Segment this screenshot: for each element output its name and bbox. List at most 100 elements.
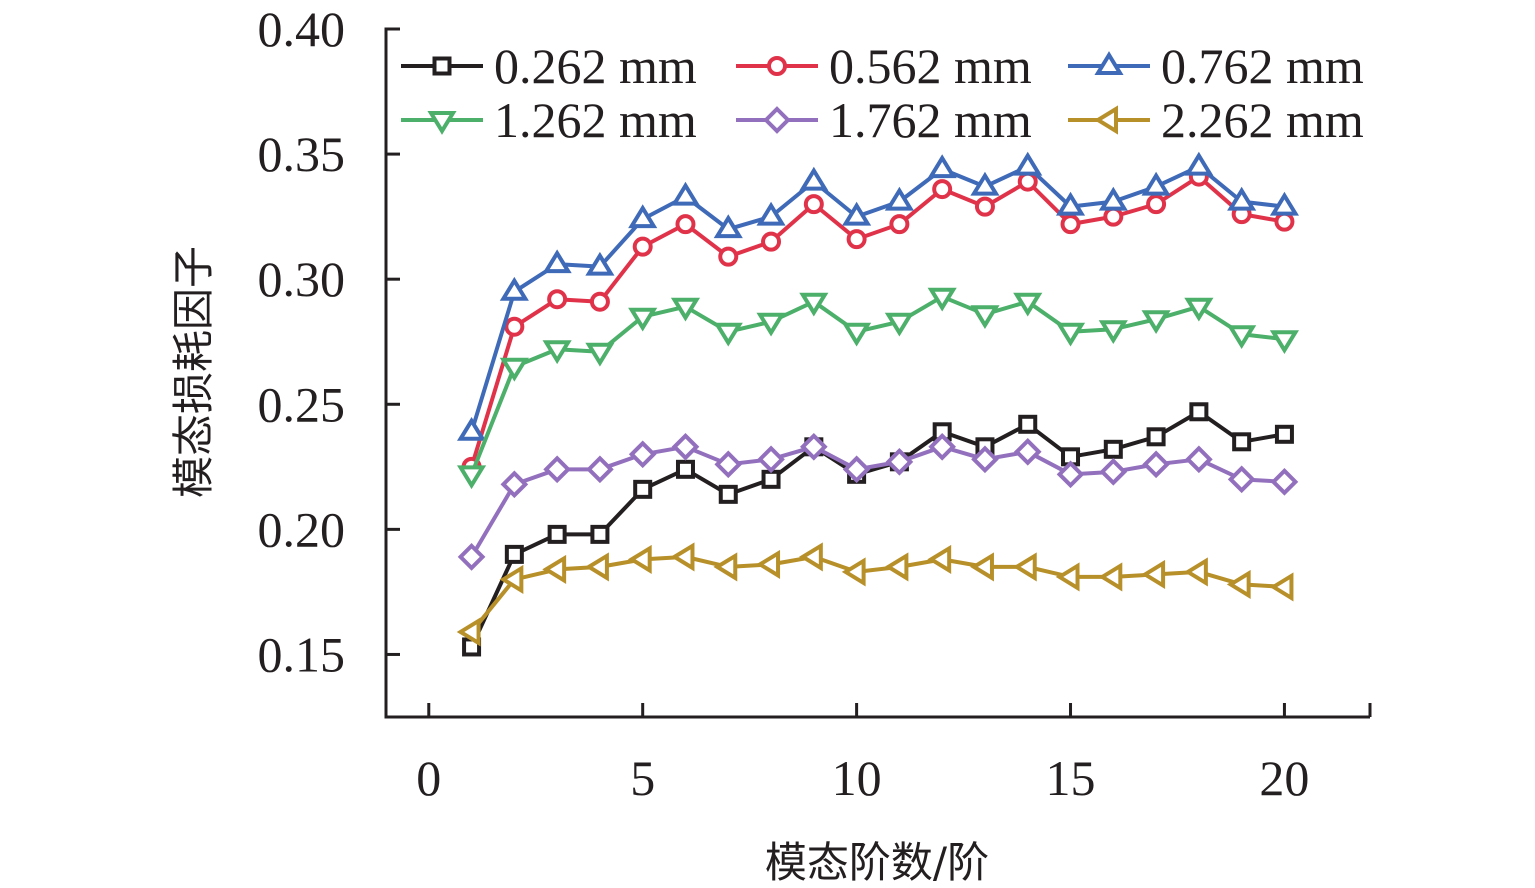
data-point <box>542 340 572 365</box>
series-0-762-mm <box>456 151 1300 441</box>
data-point <box>1012 552 1037 582</box>
data-point <box>585 552 609 582</box>
legend-label: 0.262 mm <box>494 38 697 94</box>
data-point <box>1018 414 1038 434</box>
legend-marker <box>1094 105 1118 135</box>
legend-label: 0.762 mm <box>1161 38 1364 94</box>
data-point <box>798 542 823 572</box>
data-point <box>970 552 994 582</box>
data-point <box>1270 468 1299 496</box>
data-point <box>675 214 696 235</box>
data-point <box>1184 297 1214 322</box>
data-point <box>500 470 529 499</box>
series-1-262-mm <box>456 287 1300 490</box>
data-point <box>499 357 529 382</box>
legend-item: 0.262 mm <box>401 38 697 94</box>
data-point <box>586 455 614 484</box>
y-axis-title: 模态损耗因子 <box>169 246 218 498</box>
legend: 0.262 mm 0.562 mm 0.762 mm 1.262 mm 1.762 mm… <box>401 38 1364 148</box>
y-tick-label: 0.25 <box>258 376 346 432</box>
data-point <box>1185 445 1213 474</box>
data-point <box>1146 427 1166 447</box>
legend-label: 2.262 mm <box>1161 92 1364 148</box>
data-point <box>1099 457 1128 486</box>
x-tick-label: 0 <box>416 750 441 806</box>
data-point <box>1141 171 1171 196</box>
data-point <box>803 194 824 215</box>
data-point <box>1184 557 1208 587</box>
data-point <box>504 544 524 564</box>
data-point <box>590 524 610 544</box>
y-tick-label: 0.15 <box>258 626 346 682</box>
data-point <box>1146 194 1167 215</box>
data-point <box>1141 559 1166 589</box>
data-point <box>1013 437 1042 466</box>
data-point <box>1103 206 1124 227</box>
legend-marker <box>767 56 787 76</box>
data-point <box>1056 460 1085 489</box>
y-tick-label: 0.30 <box>258 251 346 307</box>
data-point <box>1274 211 1295 232</box>
data-point <box>542 554 567 584</box>
data-point <box>1184 151 1214 176</box>
data-point <box>585 342 615 367</box>
data-point <box>718 484 738 504</box>
data-point <box>504 316 525 337</box>
data-point <box>1227 325 1257 350</box>
legend-marker <box>432 56 452 76</box>
data-point <box>927 154 957 179</box>
data-point <box>671 432 700 461</box>
legend-marker <box>427 111 457 135</box>
data-point <box>842 455 871 484</box>
x-tick-label: 10 <box>832 750 882 806</box>
data-point <box>633 479 653 499</box>
data-point <box>1098 562 1123 592</box>
x-tick-label: 20 <box>1259 750 1309 806</box>
data-point <box>713 322 743 347</box>
data-point <box>1055 322 1086 347</box>
data-point <box>713 214 743 239</box>
legend-marker <box>1094 51 1124 75</box>
data-point <box>841 557 866 587</box>
x-tick-label: 5 <box>630 750 655 806</box>
data-point <box>971 445 999 474</box>
data-point <box>713 552 738 582</box>
data-point <box>628 440 657 469</box>
x-tick-label: 15 <box>1046 750 1096 806</box>
data-point <box>884 186 914 211</box>
legend-label: 1.262 mm <box>494 92 697 148</box>
data-point <box>675 459 695 479</box>
x-axis-title: 模态阶数/阶 <box>765 838 989 887</box>
data-point <box>589 291 610 312</box>
data-point <box>1141 310 1171 335</box>
series-layer <box>456 151 1300 657</box>
data-point <box>1055 191 1086 216</box>
data-point <box>499 276 529 301</box>
data-point <box>1055 562 1080 592</box>
data-point <box>1269 330 1300 355</box>
data-point <box>928 432 957 461</box>
data-point <box>927 544 952 574</box>
data-point <box>1227 465 1256 494</box>
data-point <box>670 181 701 206</box>
data-point <box>543 455 571 484</box>
data-point <box>547 289 568 310</box>
data-point <box>799 166 829 191</box>
series-1-762-mm <box>457 432 1299 571</box>
data-point <box>1098 320 1128 345</box>
data-point <box>628 204 658 229</box>
data-point <box>757 445 785 474</box>
legend-item: 0.762 mm <box>1068 38 1364 94</box>
data-point <box>932 179 953 200</box>
legend-item: 1.762 mm <box>736 92 1032 148</box>
data-point <box>1098 186 1128 211</box>
data-point <box>1274 424 1294 444</box>
data-point <box>927 287 957 312</box>
data-point <box>670 542 695 572</box>
y-tick-label: 0.40 <box>258 1 346 57</box>
data-point <box>970 171 1000 196</box>
data-point <box>970 305 1000 330</box>
data-point <box>756 201 786 226</box>
data-point <box>889 214 910 235</box>
